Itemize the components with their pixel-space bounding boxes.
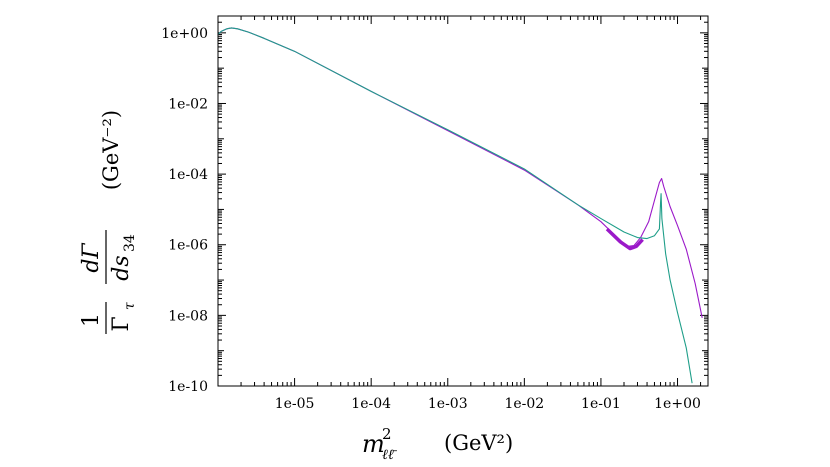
y-label-den1-sub: τ (122, 302, 138, 310)
plot-frame (217, 15, 709, 387)
x-tick-label: 1e-03 (428, 396, 468, 412)
y-axis-label: 1 Γ τ dΓ ds 34 (GeV⁻²) (79, 110, 138, 334)
x-label-sup: 2 (382, 425, 392, 443)
y-label-den1: Γ (109, 316, 134, 331)
x-tick-label: 1e-04 (351, 396, 391, 412)
x-tick-label: 1e-01 (581, 396, 621, 412)
y-label-num1: 1 (79, 313, 104, 327)
y-tick-label: 1e-04 (168, 167, 208, 183)
series-layer (218, 27, 703, 384)
x-tick-label: 1e-02 (504, 396, 544, 412)
series-line-purple-band (605, 227, 644, 251)
axis-ticks (217, 15, 708, 387)
series-line-purple (218, 27, 703, 318)
x-label-sub: ℓℓ̄ (382, 447, 398, 463)
y-tick-label: 1e-10 (168, 379, 208, 395)
y-tick-label: 1e-06 (168, 238, 208, 254)
tick-labels: 1e-05 1e-04 1e-03 1e-02 1e-01 1e+00 1e+00 1e-02… (161, 26, 701, 412)
y-label-den2-sub: 34 (122, 234, 138, 252)
y-label-num2: dΓ (79, 243, 104, 273)
x-label-unit: (GeV²) (444, 431, 513, 455)
y-tick-label: 1e-02 (168, 96, 208, 112)
series-line-teal (218, 27, 693, 384)
y-label-unit: (GeV⁻²) (99, 110, 123, 190)
x-axis-label: m 2 ℓℓ̄ (GeV²) (362, 425, 513, 463)
x-label-m: m (362, 430, 385, 458)
y-label-den2: ds (109, 255, 134, 280)
y-tick-label: 1e-08 (168, 308, 208, 324)
x-tick-label: 1e-05 (275, 396, 315, 412)
y-tick-label: 1e+00 (161, 26, 208, 42)
x-tick-label: 1e+00 (654, 396, 701, 412)
